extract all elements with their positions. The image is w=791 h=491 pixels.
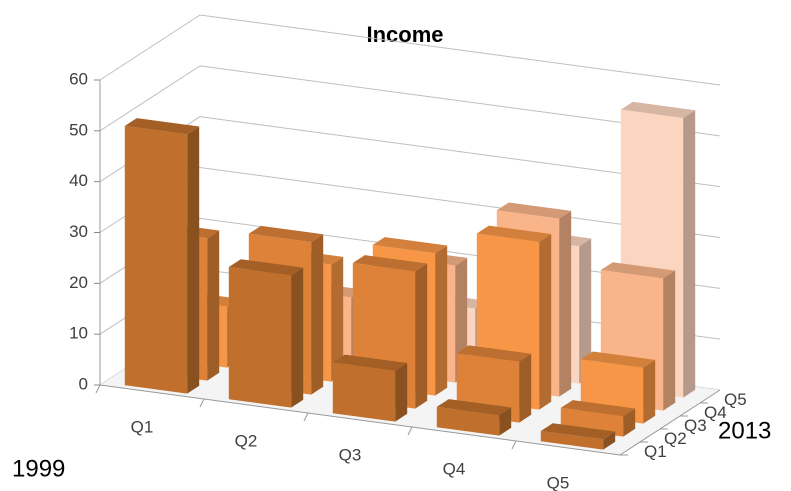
grid-line — [99, 14, 721, 86]
x-tick-label: Q1 — [131, 417, 154, 436]
bar-side — [311, 234, 324, 395]
x-tick-label: Q4 — [443, 459, 466, 478]
y-tick-label: 50 — [69, 120, 88, 139]
y-tick-label: 30 — [69, 222, 88, 241]
bar-top — [456, 345, 532, 362]
bar-side — [559, 210, 572, 397]
bar-side — [291, 267, 304, 408]
x-tick — [511, 440, 517, 450]
x-tick-label: Q3 — [339, 445, 362, 464]
bar — [436, 399, 512, 436]
bar-side — [435, 245, 448, 396]
bar-top — [540, 423, 616, 440]
bar-top — [228, 259, 304, 276]
x-tick-label: Q5 — [547, 473, 570, 491]
bar-top — [436, 399, 512, 416]
bar-side — [663, 270, 676, 411]
x-tick — [407, 426, 413, 436]
bar-top — [352, 255, 428, 272]
x-tick — [199, 398, 205, 408]
bar-top — [600, 262, 676, 279]
y-tick-label: 0 — [79, 374, 88, 393]
bar-front — [228, 267, 292, 408]
bar — [332, 354, 408, 422]
bar-top — [124, 118, 200, 135]
bar-top — [332, 354, 408, 371]
bar-side — [603, 431, 616, 450]
depth-tick-label: Q4 — [704, 403, 727, 422]
depth-tick-label: Q2 — [664, 429, 687, 448]
grid-line — [99, 65, 721, 137]
bar-front — [436, 406, 500, 436]
bar-front — [540, 431, 604, 450]
x-tick-label: Q2 — [235, 431, 258, 450]
bar-top — [620, 101, 696, 119]
depth-axis-title: 2013 — [718, 417, 771, 444]
bar-side — [539, 234, 552, 410]
bar — [228, 259, 304, 408]
depth-tick-label: Q1 — [644, 442, 667, 461]
z-axis — [619, 389, 721, 456]
bar — [456, 345, 532, 423]
bar-front — [332, 362, 396, 422]
bar-side — [519, 353, 532, 423]
y-tick-label: 20 — [69, 273, 88, 292]
bar-front — [124, 125, 188, 394]
y-tick-label: 60 — [69, 69, 88, 88]
bar-side — [395, 362, 408, 422]
x-axis-title: 1999 — [12, 455, 65, 482]
bar-top — [580, 351, 656, 368]
bar-top — [372, 237, 448, 254]
bar-side — [499, 407, 512, 436]
y-tick-label: 40 — [69, 171, 88, 190]
depth-tick-label: Q5 — [724, 390, 747, 409]
x-axis — [99, 384, 621, 456]
bar-top — [248, 225, 324, 243]
x-tick — [303, 412, 309, 422]
bar-top — [496, 202, 572, 219]
bar-side — [331, 256, 344, 382]
depth-tick-label: Q3 — [684, 416, 707, 435]
bar-side — [187, 126, 200, 394]
bar-side — [415, 263, 428, 409]
bar — [540, 423, 616, 450]
bar-side — [643, 359, 656, 424]
bar-top — [560, 400, 636, 417]
bar-side — [207, 230, 220, 381]
bar-side — [683, 110, 696, 398]
bar — [124, 118, 200, 394]
bar-side — [623, 408, 636, 437]
x-tick — [95, 384, 101, 394]
y-tick-label: 10 — [69, 324, 88, 343]
bar-side — [579, 238, 592, 384]
bar-top — [476, 225, 552, 242]
